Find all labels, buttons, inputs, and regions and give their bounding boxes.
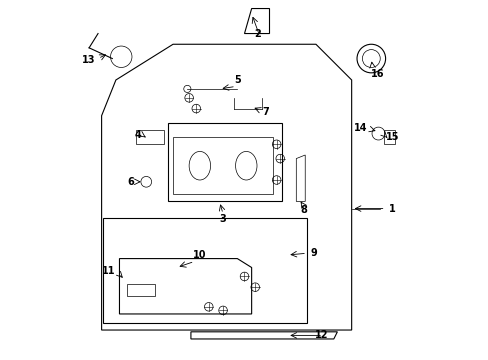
Text: 13: 13 xyxy=(81,55,95,65)
Text: 5: 5 xyxy=(234,75,241,85)
Text: 8: 8 xyxy=(300,205,306,215)
Text: 6: 6 xyxy=(127,177,134,187)
Text: 7: 7 xyxy=(262,107,268,117)
Text: 11: 11 xyxy=(102,266,116,276)
Bar xyxy=(167,123,282,202)
Text: 2: 2 xyxy=(253,29,260,39)
Text: 3: 3 xyxy=(219,214,226,224)
Text: 16: 16 xyxy=(370,69,384,79)
Bar xyxy=(173,137,272,194)
Bar xyxy=(126,284,155,296)
Text: 10: 10 xyxy=(193,250,206,260)
Bar xyxy=(383,130,394,144)
Text: 14: 14 xyxy=(353,123,367,133)
Text: 15: 15 xyxy=(385,132,398,142)
Text: 9: 9 xyxy=(310,248,317,258)
Text: 4: 4 xyxy=(134,130,141,140)
Bar xyxy=(135,130,164,144)
Text: 1: 1 xyxy=(388,203,395,213)
Text: 12: 12 xyxy=(314,330,328,341)
Bar xyxy=(103,217,306,323)
